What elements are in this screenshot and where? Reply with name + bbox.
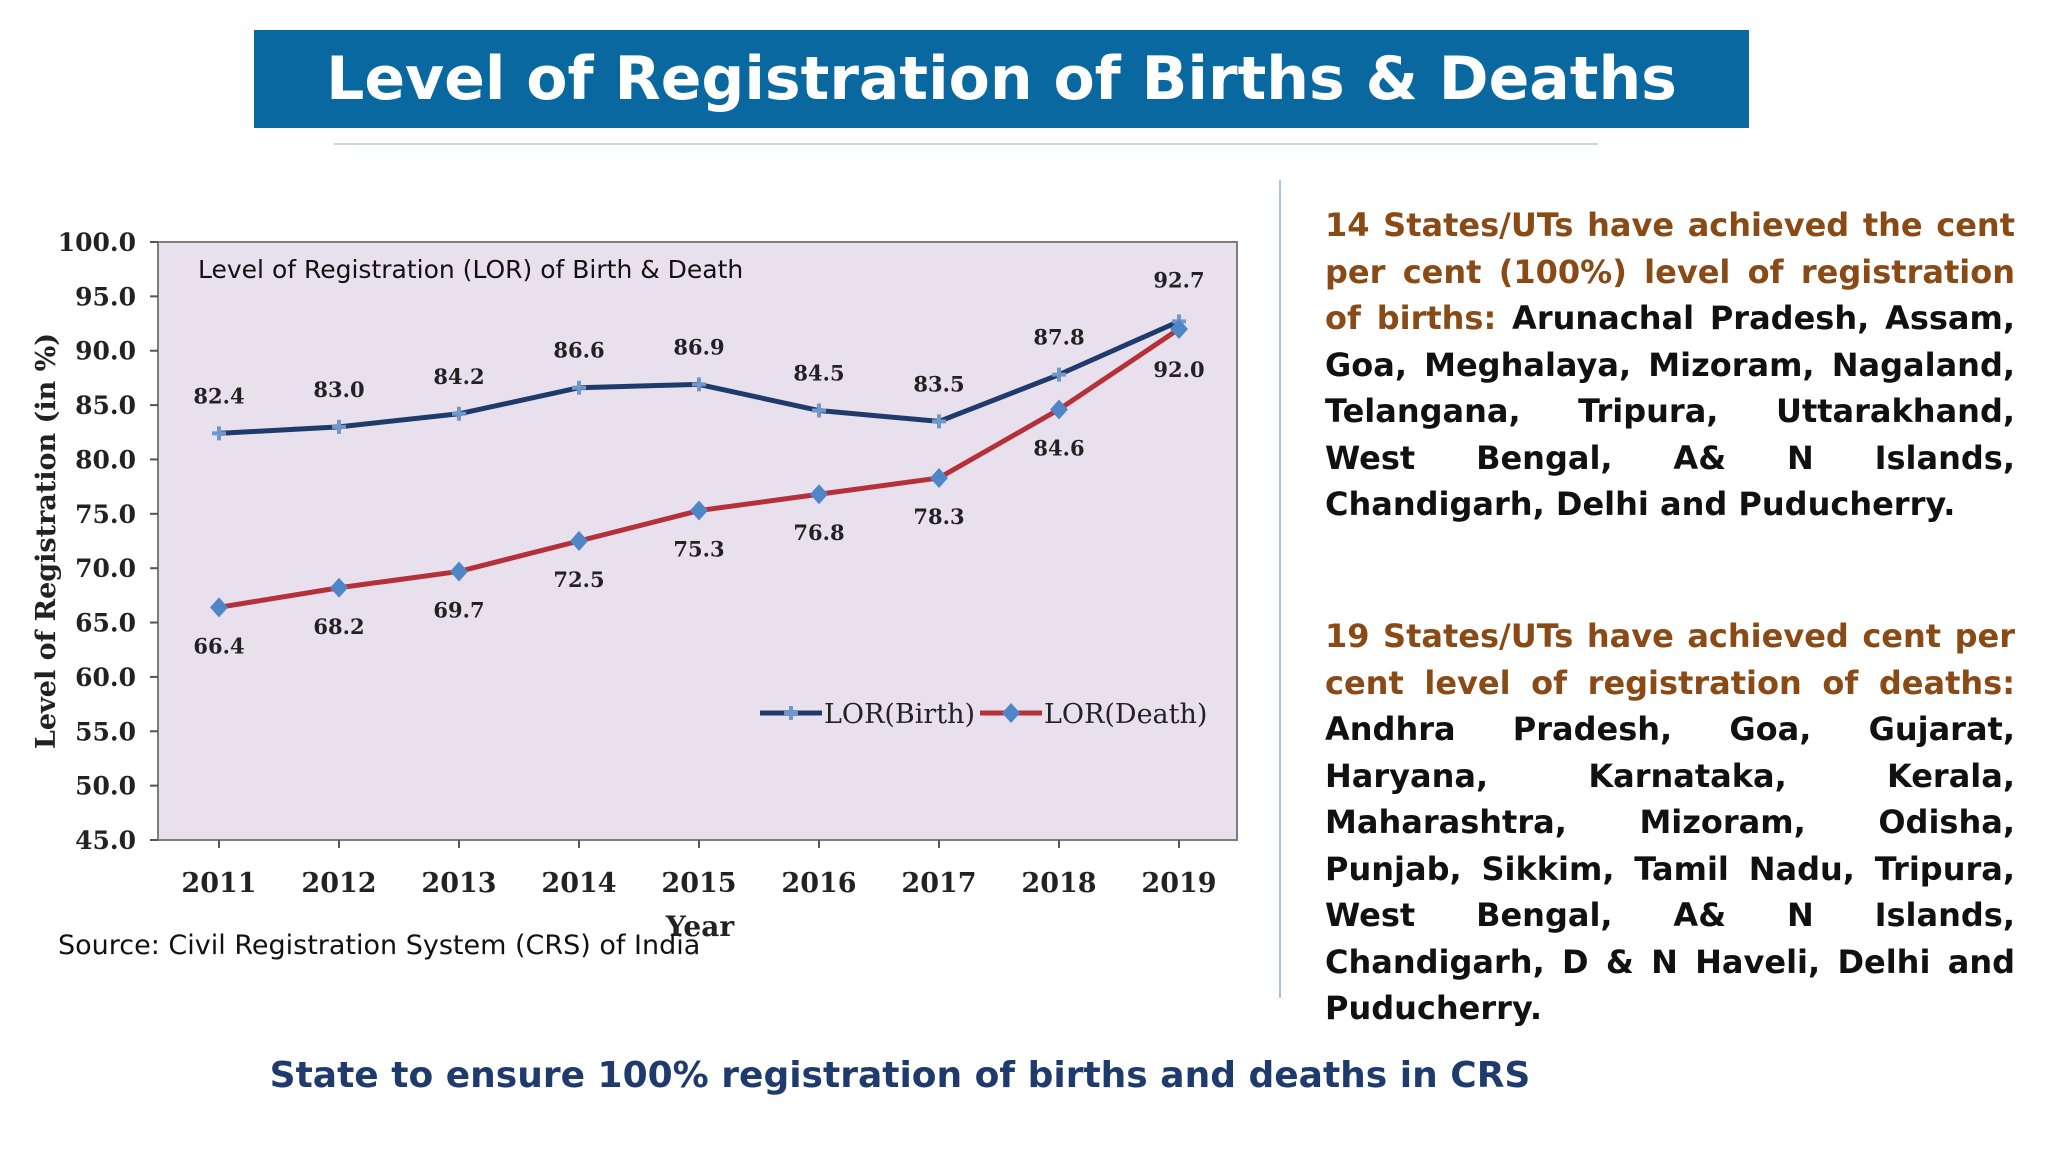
birth-point	[212, 426, 226, 441]
footer-note: State to ensure 100% registration of bir…	[269, 1055, 1531, 1096]
x-tick-label: 2019	[1141, 868, 1216, 899]
panel-divider	[1279, 180, 1281, 998]
birth-data-label: 83.0	[313, 377, 364, 402]
y-tick-label: 100.0	[58, 228, 136, 257]
death-point	[930, 467, 948, 488]
birth-data-label: 82.4	[193, 383, 244, 408]
death-data-label: 66.4	[193, 633, 244, 658]
x-tick-label: 2018	[1021, 868, 1096, 899]
death-data-label: 92.0	[1153, 357, 1204, 382]
birth-data-label: 87.8	[1033, 325, 1084, 350]
page-title: Level of Registration of Births & Deaths	[326, 44, 1677, 114]
birth-data-label: 84.2	[433, 364, 484, 389]
y-tick-label: 45.0	[75, 826, 136, 855]
death-data-label: 78.3	[913, 504, 964, 529]
death-point	[1050, 399, 1068, 420]
x-tick-label: 2014	[541, 868, 616, 899]
death-point	[330, 577, 348, 598]
birth-point	[572, 380, 586, 395]
births-summary-lead: 14 States/UTs have achieved the cent per…	[1325, 206, 2015, 337]
birth-point	[692, 377, 706, 392]
death-data-label: 84.6	[1033, 435, 1084, 460]
y-tick-label: 80.0	[75, 445, 136, 474]
deaths-summary-list: Andhra Pradesh, Goa, Gujarat, Haryana, K…	[1325, 710, 2015, 1027]
death-data-label: 69.7	[433, 597, 484, 622]
x-tick-label: 2011	[181, 868, 256, 899]
birth-data-label: 92.7	[1153, 267, 1204, 292]
birth-data-label: 83.5	[913, 371, 964, 396]
plot-area	[157, 241, 1238, 841]
y-tick-label: 75.0	[75, 500, 136, 529]
y-tick-label: 70.0	[75, 554, 136, 583]
x-tick-label: 2012	[301, 868, 376, 899]
y-tick-label: 60.0	[75, 663, 136, 692]
birth-point	[932, 414, 946, 429]
title-banner: Level of Registration of Births & Deaths	[254, 30, 1749, 128]
birth-point	[812, 403, 826, 418]
y-tick-label: 55.0	[75, 717, 136, 746]
x-axis-label: Year	[665, 910, 736, 943]
death-point	[690, 500, 708, 521]
death-data-label: 76.8	[793, 520, 844, 545]
y-tick-label: 65.0	[75, 609, 136, 638]
birth-point	[1052, 367, 1066, 382]
y-tick-label: 85.0	[75, 391, 136, 420]
y-tick-label: 90.0	[75, 337, 136, 366]
legend-birth-marker	[784, 706, 798, 720]
birth-data-label: 86.6	[553, 338, 604, 363]
source-note: Source: Civil Registration System (CRS) …	[58, 930, 701, 961]
births-summary-list: Arunachal Pradesh, Assam, Goa, Meghalaya…	[1325, 299, 2015, 523]
lor-line-chart: 100.0 95.0 90.0 85.0 80.0 75.0 70.0 65.0 60.0 55.…	[31, 228, 1238, 943]
deaths-summary-lead: 19 States/UTs have achieved cent per cen…	[1325, 617, 2015, 702]
birth-point	[452, 406, 466, 421]
legend-birth-label: LOR(Birth)	[824, 699, 975, 730]
births-summary: 14 States/UTs have achieved the cent per…	[1325, 202, 2015, 528]
death-point	[810, 484, 828, 505]
x-tick-label: 2017	[901, 868, 976, 899]
legend-death-marker	[1002, 703, 1020, 723]
death-data-label: 75.3	[673, 537, 724, 562]
birth-data-label: 86.9	[673, 334, 724, 359]
death-data-label: 68.2	[313, 614, 364, 639]
y-tick-label: 50.0	[75, 772, 136, 801]
y-axis-label: Level of Registration (in %)	[31, 333, 62, 749]
title-divider	[334, 143, 1598, 145]
x-tick-label: 2016	[781, 868, 856, 899]
x-tick-label: 2013	[421, 868, 496, 899]
x-tick-label: 2015	[661, 868, 736, 899]
death-point	[450, 561, 468, 582]
death-point	[570, 531, 588, 551]
deaths-summary: 19 States/UTs have achieved cent per cen…	[1325, 613, 2015, 1032]
chart-title: Level of Registration (LOR) of Birth & D…	[198, 255, 743, 284]
birth-point	[332, 419, 346, 434]
death-point	[210, 597, 228, 618]
y-tick-label: 95.0	[75, 282, 136, 311]
death-data-label: 72.5	[553, 567, 604, 592]
legend-death-label: LOR(Death)	[1044, 699, 1207, 730]
death-point	[1170, 318, 1188, 339]
birth-data-label: 84.5	[793, 361, 844, 386]
